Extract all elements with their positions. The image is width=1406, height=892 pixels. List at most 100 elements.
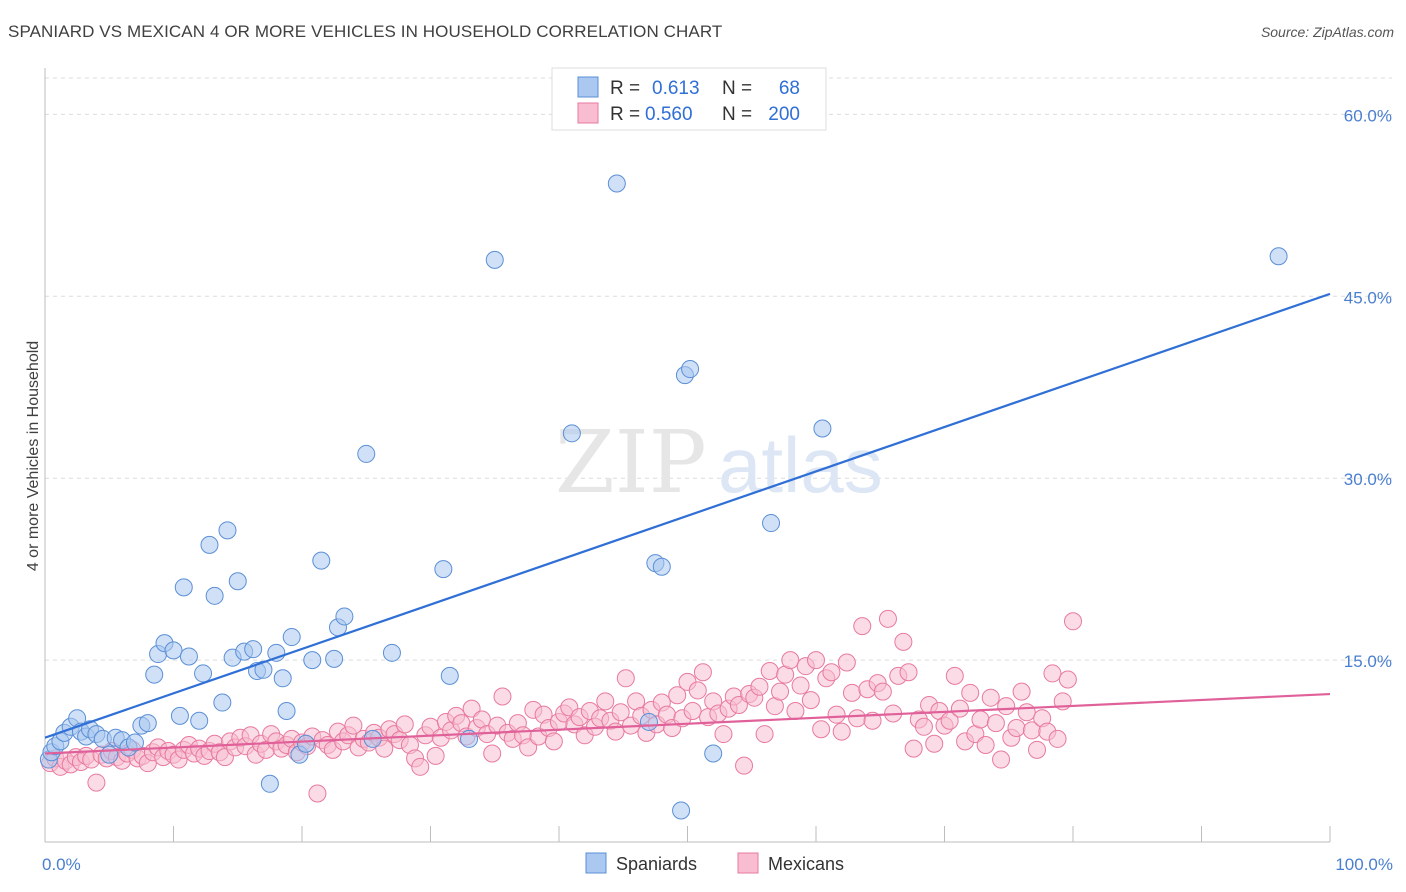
point-mexicans [827, 705, 846, 724]
point-mexicans [714, 725, 733, 744]
point-spaniards [607, 174, 626, 193]
point-spaniards [194, 664, 213, 683]
point-mexicans [1017, 703, 1036, 722]
point-mexicans [308, 784, 327, 803]
point-spaniards [434, 560, 453, 579]
x-tick-labels: 0.0% 100.0% [42, 855, 1393, 874]
point-spaniards [277, 702, 296, 721]
point-mexicans [1007, 719, 1026, 738]
point-mexicans [693, 663, 712, 682]
point-spaniards [164, 641, 183, 660]
chart-title: SPANIARD VS MEXICAN 4 OR MORE VEHICLES I… [8, 22, 723, 41]
point-mexicans [1012, 682, 1031, 701]
point-mexicans [1048, 729, 1067, 748]
point-mexicans [822, 663, 841, 682]
legend-r-value: 0.613 [652, 78, 700, 99]
point-mexicans [87, 773, 106, 792]
point-spaniards [100, 745, 119, 764]
point-mexicans [992, 750, 1011, 769]
trend-line-spaniards [44, 292, 1331, 739]
point-mexicans [832, 722, 851, 741]
point-mexicans [997, 697, 1016, 716]
point-spaniards [244, 640, 263, 659]
point-spaniards [273, 669, 292, 688]
point-spaniards [200, 535, 219, 554]
watermark-atlas: atlas [718, 421, 883, 509]
point-mexicans [755, 725, 774, 744]
x-tick-label: 100.0% [1335, 855, 1393, 874]
point-spaniards [312, 551, 331, 570]
point-spaniards [125, 733, 144, 752]
point-mexicans [950, 699, 969, 718]
point-mexicans [760, 662, 779, 681]
point-mexicans [395, 715, 414, 734]
point-spaniards [174, 578, 193, 597]
point-mexicans [786, 702, 805, 721]
point-spaniards [205, 586, 224, 605]
point-spaniards [303, 651, 322, 670]
legend-swatch-mexicans [577, 102, 599, 124]
watermark: ZIP atlas [555, 413, 883, 513]
point-mexicans [894, 632, 913, 651]
y-tick-label: 15.0% [1344, 652, 1392, 671]
legend: R = 0.613 N = 68 R = 0.560 N = 200 [551, 67, 827, 131]
point-mexicans [878, 609, 897, 628]
point-spaniards [282, 628, 301, 647]
point-mexicans [807, 651, 825, 670]
point-mexicans [971, 710, 990, 729]
point-mexicans [961, 683, 980, 702]
point-mexicans [791, 676, 810, 695]
y-tick-label: 60.0% [1344, 106, 1392, 125]
point-spaniards [218, 521, 237, 540]
point-mexicans [873, 682, 892, 701]
point-spaniards [296, 734, 315, 753]
point-mexicans [801, 691, 820, 710]
point-mexicans [925, 734, 944, 753]
point-mexicans [1028, 740, 1047, 759]
point-mexicans [945, 666, 964, 685]
point-mexicans [750, 677, 769, 696]
y-axis-label: 4 or more Vehicles in Household [25, 341, 42, 571]
x-tick-label: 0.0% [42, 855, 81, 874]
point-spaniards [260, 774, 279, 793]
point-spaniards [138, 714, 157, 733]
legend-r-label: R = [610, 78, 640, 99]
legend-n-label: N = [722, 104, 752, 125]
point-mexicans [616, 669, 635, 688]
point-mexicans [771, 682, 790, 701]
point-mexicans [837, 653, 856, 672]
point-spaniards [382, 643, 401, 662]
point-mexicans [914, 717, 933, 736]
point-spaniards [704, 744, 723, 763]
point-mexicans [375, 739, 394, 758]
point-mexicans [904, 739, 923, 758]
y-tick-label: 30.0% [1344, 470, 1392, 489]
legend-r-value: 0.560 [645, 104, 693, 125]
point-mexicans [986, 714, 1005, 733]
point-spaniards [357, 444, 376, 463]
legend-r-label: R = [610, 104, 640, 125]
point-spaniards [335, 607, 354, 626]
y-tick-label: 45.0% [1344, 288, 1392, 307]
bottom-legend-label-mexicans: Mexicans [768, 854, 844, 874]
point-spaniards [179, 647, 198, 666]
point-mexicans [344, 716, 363, 735]
legend-n-value: 68 [779, 78, 800, 99]
y-tick-labels: 15.0% 30.0% 45.0% 60.0% [1344, 106, 1392, 671]
point-spaniards [813, 419, 832, 438]
point-spaniards [325, 649, 344, 668]
point-mexicans [735, 756, 754, 775]
legend-swatch-spaniards [577, 76, 599, 98]
point-spaniards [639, 712, 658, 731]
point-spaniards [652, 557, 671, 576]
point-mexicans [899, 663, 918, 682]
point-mexicans [781, 651, 800, 670]
point-spaniards [145, 665, 164, 684]
bottom-legend-swatch-mexicans [737, 852, 759, 874]
point-mexicans [1064, 612, 1082, 631]
point-mexicans [688, 681, 707, 700]
point-mexicans [848, 709, 867, 728]
point-mexicans [611, 703, 630, 722]
point-spaniards [213, 693, 232, 712]
